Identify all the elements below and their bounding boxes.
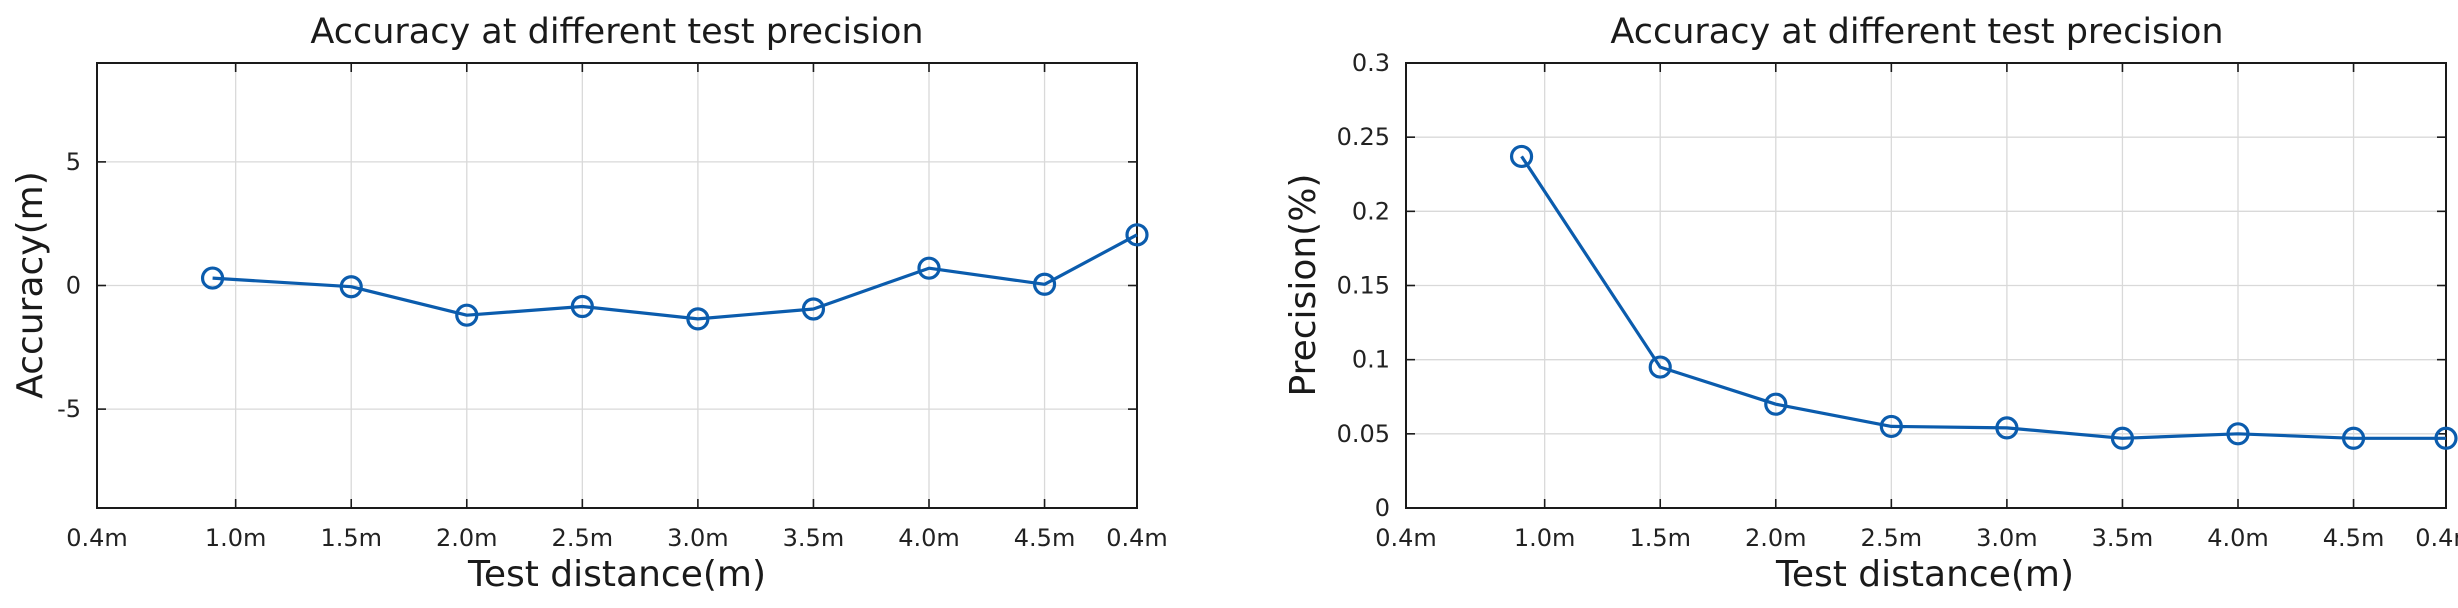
data-point xyxy=(570,294,594,319)
chart-title: Accuracy at different test precision xyxy=(310,12,923,52)
x-tick-label: 0.4m xyxy=(1106,524,1168,552)
y-tick-label: 0.15 xyxy=(1337,272,1390,300)
precision-chart: Accuracy at different test precision 0.4… xyxy=(1283,12,2458,595)
x-tick-label: 4.0m xyxy=(2207,524,2269,552)
data-point xyxy=(686,307,710,331)
data-point xyxy=(2341,426,2366,450)
x-tick-label: 3.0m xyxy=(1976,524,2038,552)
data-point xyxy=(1648,355,1672,379)
y-tick-label: 5 xyxy=(66,148,81,176)
series-line xyxy=(1520,155,2446,440)
y-axis-label: Precision(%) xyxy=(1283,174,1324,397)
data-point xyxy=(1879,414,1903,439)
data-point xyxy=(1032,272,1057,296)
data-point xyxy=(1764,392,1788,416)
x-tick-label: 3.5m xyxy=(2092,524,2154,552)
y-tick-label: -5 xyxy=(57,395,81,423)
y-tick-label: 0.2 xyxy=(1352,197,1390,225)
data-point xyxy=(200,266,225,290)
data-point xyxy=(339,275,363,299)
x-tick-label: 3.0m xyxy=(667,524,729,552)
y-tick-label: 0 xyxy=(1375,494,1390,522)
x-tick-label: 4.5m xyxy=(2323,524,2385,552)
data-point xyxy=(1125,223,1149,247)
precision-chart-panel: Accuracy at different test precision 0.4… xyxy=(1230,0,2458,608)
x-tick-label: 2.5m xyxy=(552,524,614,552)
y-axis-label: Accuracy(m) xyxy=(10,171,51,399)
x-tick-label: 0.4m xyxy=(66,524,128,552)
x-tick-label: 1.0m xyxy=(1514,524,1576,552)
data-point xyxy=(1995,416,2019,440)
x-tick-label: 2.0m xyxy=(436,524,498,552)
data-point xyxy=(455,303,479,327)
chart-title: Accuracy at different test precision xyxy=(1610,12,2223,52)
x-tick-label: 1.5m xyxy=(1629,524,1691,552)
accuracy-chart: Accuracy at different test precision 0.4… xyxy=(10,12,1168,595)
x-axis-label: Test distance(m) xyxy=(1775,554,2074,595)
x-tick-label: 2.0m xyxy=(1745,524,1807,552)
accuracy-chart-panel: Accuracy at different test precision 0.4… xyxy=(10,12,1168,595)
x-tick-label: 2.5m xyxy=(1861,524,1923,552)
y-tick-label: 0.3 xyxy=(1352,49,1390,77)
y-tick-label: 0 xyxy=(66,272,81,300)
x-tick-label: 3.5m xyxy=(783,524,845,552)
x-tick-label: 1.5m xyxy=(320,524,382,552)
y-tick-label: 0.25 xyxy=(1337,123,1390,151)
data-point xyxy=(801,297,826,321)
x-axis-label: Test distance(m) xyxy=(467,554,766,595)
x-tick-label: 1.0m xyxy=(205,524,267,552)
series-line xyxy=(212,233,1138,321)
x-tick-label: 4.0m xyxy=(898,524,960,552)
y-tick-label: 0.1 xyxy=(1352,346,1390,374)
data-point xyxy=(2434,426,2458,450)
x-tick-label: 0.4m xyxy=(1375,524,1437,552)
y-tick-label: 0.05 xyxy=(1337,420,1390,448)
data-point xyxy=(2110,426,2135,450)
data-point xyxy=(2226,422,2250,446)
data-point xyxy=(917,256,941,280)
x-tick-label: 0.4m xyxy=(2415,524,2458,552)
x-tick-label: 4.5m xyxy=(1014,524,1076,552)
data-point xyxy=(1509,144,1534,169)
